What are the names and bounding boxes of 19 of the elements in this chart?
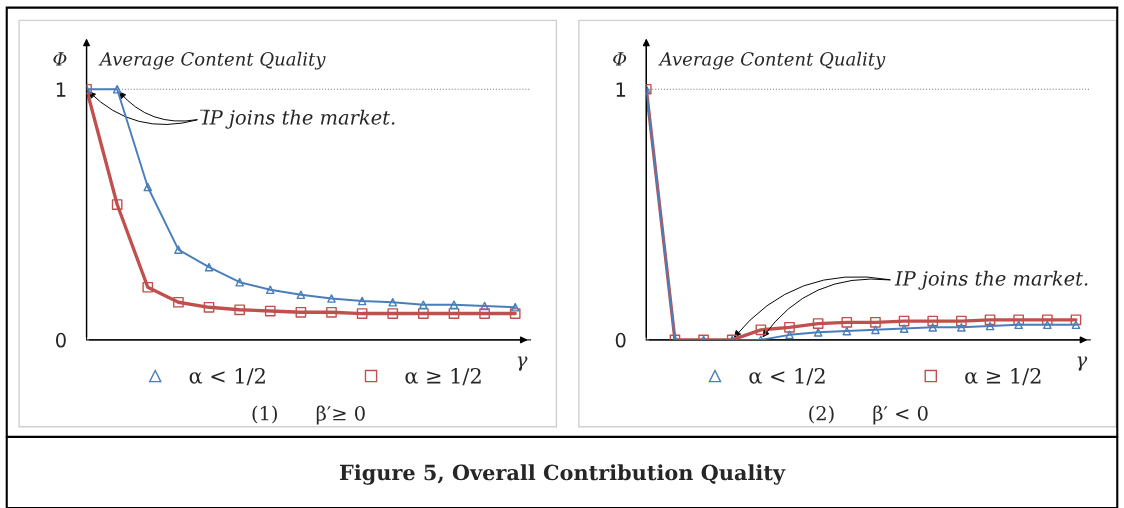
annotation: I̅P joins the market.: [199, 109, 395, 129]
annotation: IP joins the market.: [894, 270, 1088, 290]
x-axis-title: γ: [517, 356, 528, 371]
annotation: Average Content Quality: [98, 51, 326, 70]
y-axis-title: Φ: [613, 52, 627, 66]
text: (1) β′≥ 0: [252, 405, 365, 425]
legend-label: α < 1/2: [189, 367, 265, 386]
annotation: Average Content Quality: [658, 51, 886, 70]
legend-label: α ≥ 1/2: [405, 367, 481, 386]
text: (2) β′ < 0: [809, 405, 928, 425]
x-axis-title: γ: [1077, 356, 1088, 371]
y-axis-title: Φ: [53, 52, 67, 66]
y-tick-label: 1: [56, 82, 66, 97]
legend-label: α ≥ 1/2: [965, 367, 1041, 386]
y-tick-label: 1: [616, 82, 626, 97]
caption: Figure 5, Overall Contribution Quality: [339, 464, 786, 485]
y-tick-label: 0: [56, 332, 66, 348]
y-tick-label: 0: [615, 332, 626, 348]
legend-label: α < 1/2: [749, 367, 825, 386]
